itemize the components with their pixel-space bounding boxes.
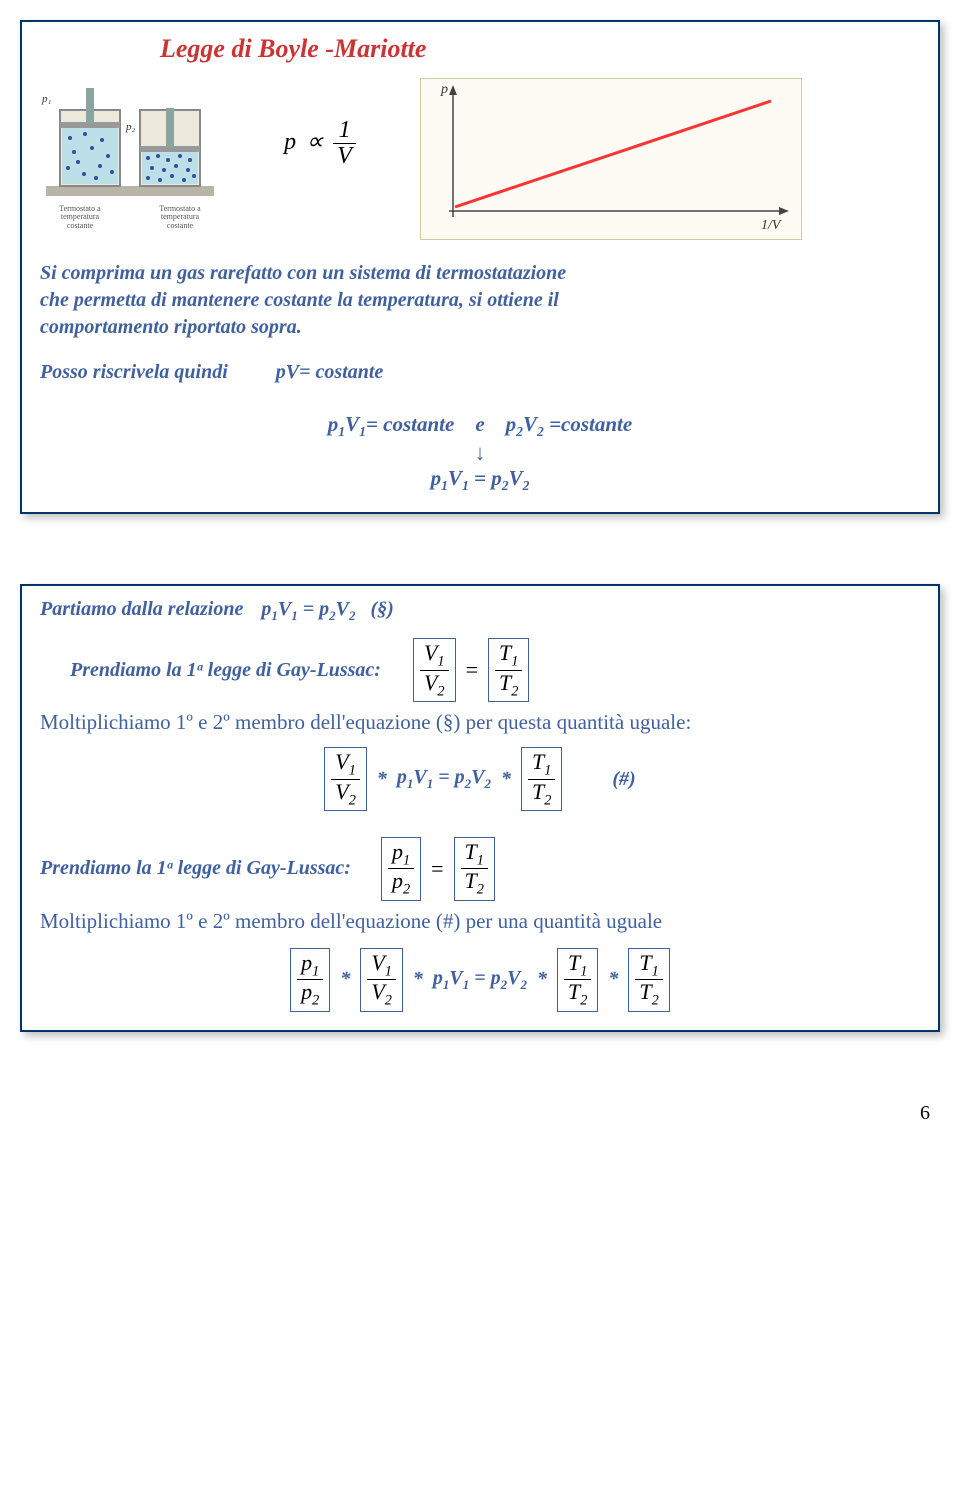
svg-text:p: p [440,82,448,97]
arrow: ↓ [40,440,920,466]
rel: p1V1 = p2V2 (§) [261,598,393,620]
piston-diagram: p₁ p₂ Termostato a temperatura costante … [40,78,220,218]
frac-T2: T1 T2 [454,837,495,901]
f-den: V [333,144,356,169]
eq-hash: V1 V2 * p1V1 = p2V2 * T1 T2 (#) [40,747,920,811]
prop-formula: p ∝ 1 V [250,118,390,169]
piston-svg: p₁ p₂ [40,78,220,218]
frac-p: p1 p2 [381,837,421,901]
panel-boyle: Legge di Boyle -Mariotte [20,20,940,514]
eq2: = [431,856,443,882]
page-number: 6 [20,1102,930,1125]
piston-cap1b: costante [67,221,93,230]
f-num: 1 [333,118,356,144]
line1: p1V1= costante e p2V2 =costante [40,412,920,440]
svg-text:p₂: p₂ [125,121,136,133]
molti2: Moltiplichiamo 1º e 2º membro dell'equaz… [40,909,920,934]
molti1: Moltiplichiamo 1º e 2º membro dell'equaz… [40,710,920,735]
frac-V: V1 V2 [413,638,456,702]
prendiamo2: Prendiamo la 1ᵃ legge di Gay-Lussac: [40,857,351,880]
eq1: = [466,657,478,683]
title: Legge di Boyle -Mariotte [160,34,920,64]
svg-text:1/V: 1/V [761,218,782,233]
frac-T1: T1 T2 [488,638,529,702]
f-prop: ∝ [306,129,323,155]
pvcost: pV= costante [276,361,384,383]
piston-cap2a: Termostato a temperatura [159,204,200,221]
prendiamo1: Prendiamo la 1ᵃ legge di Gay-Lussac: [70,659,381,682]
star1: * [377,768,387,791]
explain-text: Si comprima un gas rarefatto con un sist… [40,260,600,341]
piston-cap1a: Termostato a temperatura [59,204,100,221]
partiamo: Partiamo dalla relazione [40,598,243,620]
hash: (#) [612,768,635,791]
line2: p1V1 = p2V2 [40,466,920,494]
pv-plot-svg: p 1/V [421,79,801,239]
star2: * [501,768,511,791]
final-eq: p1 p2 * V1 V2 * p1V1 = p2V2 * T1 T2 * T1… [40,948,920,1012]
top-row: p₁ p₂ Termostato a temperatura costante … [40,78,920,240]
piston-cap2b: costante [167,221,193,230]
pv-plot: p 1/V [420,78,802,240]
posso: Posso riscrivela quindi [40,361,228,383]
panel-derivation: Partiamo dalla relazione p1V1 = p2V2 (§)… [20,584,940,1031]
svg-text:p₁: p₁ [41,93,52,105]
f-p: p [284,129,296,155]
